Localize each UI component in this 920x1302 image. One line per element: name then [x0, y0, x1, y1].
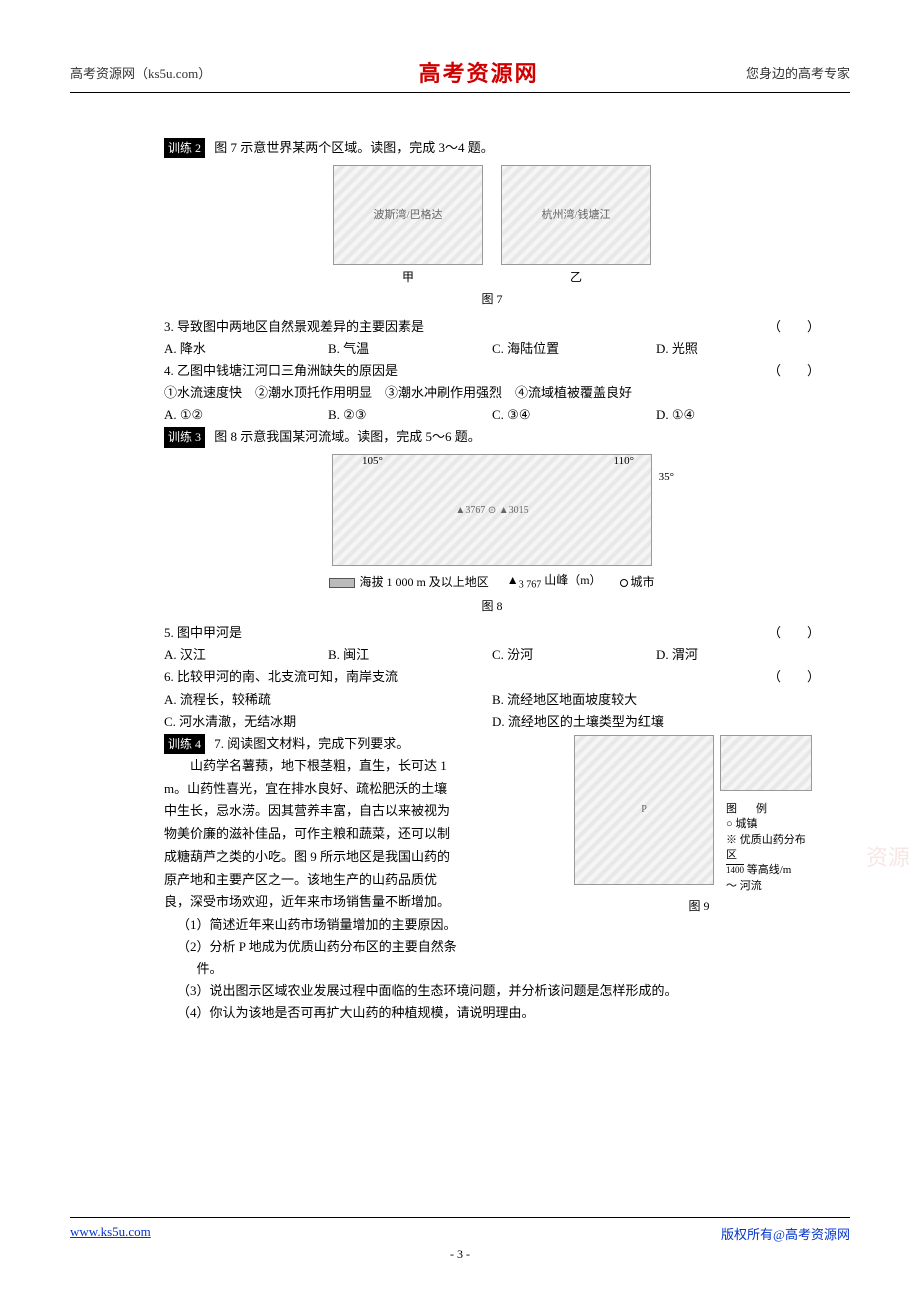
page: 高考资源网（ks5u.com） 高考资源网 您身边的高考专家 训练 2 图 7 … — [0, 0, 920, 1302]
footer-copyright: 版权所有@高考资源网 — [721, 1224, 850, 1243]
answer-blank: （ ） — [768, 666, 820, 688]
question-6-options-row2: C. 河水清澈，无结冰期 D. 流经地区的土壤类型为红壤 — [164, 711, 820, 733]
option-b: B. 流经地区地面坡度较大 — [492, 689, 820, 711]
header-right: 您身边的高考专家 — [746, 63, 850, 82]
peak-label: 3015 — [509, 505, 529, 516]
map-label: 波斯湾/巴格达 — [373, 206, 442, 225]
figure-8: 105° 110° 35° ▲3767 ⊙ ▲3015 海拔 1 000 m 及… — [164, 454, 820, 616]
legend-title: 图 例 — [726, 802, 812, 817]
option-d: D. ①④ — [656, 404, 820, 426]
map-icon: 波斯湾/巴格达 — [333, 165, 483, 265]
longitude-label: 105° — [362, 452, 383, 471]
page-header: 高考资源网（ks5u.com） 高考资源网 您身边的高考专家 — [70, 56, 850, 93]
map-icon: 杭州湾/钱塘江 — [501, 165, 651, 265]
exercise-2: 训练 2 图 7 示意世界某两个区域。读图，完成 3～4 题。 波斯湾/巴格达 … — [164, 137, 820, 426]
legend-item: 城镇 — [735, 818, 757, 830]
figure-7-right: 杭州湾/钱塘江 乙 — [501, 165, 651, 287]
figure-7-left: 波斯湾/巴格达 甲 — [333, 165, 483, 287]
option-b: B. 闽江 — [328, 644, 492, 666]
yam-photo-icon — [720, 735, 812, 791]
legend-item: 山峰（m） — [544, 573, 601, 587]
exercise-tag: 训练 3 — [164, 427, 205, 447]
option-b: B. 气温 — [328, 338, 492, 360]
question-stem: 3. 导致图中两地区自然景观差异的主要因素是 — [164, 319, 424, 334]
option-a: A. 流程长，较稀疏 — [164, 689, 492, 711]
option-a: A. 汉江 — [164, 644, 328, 666]
page-footer: www.ks5u.com 版权所有@高考资源网 - 3 - — [70, 1217, 850, 1262]
figure-sublabel: 乙 — [501, 267, 651, 287]
option-d: D. 渭河 — [656, 644, 820, 666]
option-b: B. ②③ — [328, 404, 492, 426]
option-d: D. 光照 — [656, 338, 820, 360]
latitude-label: 35° — [659, 468, 674, 487]
footer-url[interactable]: www.ks5u.com — [70, 1224, 151, 1240]
subquestion-4: （4）你认为该地是否可再扩大山药的种植规模，请说明理由。 — [177, 1002, 820, 1024]
content-body: 训练 2 图 7 示意世界某两个区域。读图，完成 3～4 题。 波斯湾/巴格达 … — [70, 113, 850, 1025]
figure-8-legend: 海拔 1 000 m 及以上地区 ▲3 767 山峰（m） 城市 — [164, 570, 820, 593]
legend-item: 等高线/m — [747, 864, 792, 876]
question-stem: 6. 比较甲河的南、北支流可知，南岸支流 — [164, 669, 398, 684]
question-6: 6. 比较甲河的南、北支流可知，南岸支流 （ ） — [164, 666, 820, 688]
legend-num: 3 767 — [519, 580, 542, 591]
question-stem: 5. 图中甲河是 — [164, 625, 242, 640]
map-label: 杭州湾/钱塘江 — [541, 206, 610, 225]
legend-num: 1400 — [726, 865, 744, 875]
exercise-paragraph: 山药学名薯蓣，地下根茎粗，直生，长可达 1 m。山药性喜光，宜在排水良好、疏松肥… — [164, 755, 454, 914]
legend-item: 河流 — [740, 880, 762, 892]
figure-7: 波斯湾/巴格达 甲 杭州湾/钱塘江 乙 图 7 — [164, 165, 820, 310]
figure-caption: 图 8 — [164, 596, 820, 616]
question-6-options-row1: A. 流程长，较稀疏 B. 流经地区地面坡度较大 — [164, 689, 820, 711]
option-c: C. ③④ — [492, 404, 656, 426]
river-basin-map-icon: ▲3767 ⊙ ▲3015 — [332, 454, 652, 566]
question-4-options: A. ①② B. ②③ C. ③④ D. ①④ — [164, 404, 820, 426]
question-5-options: A. 汉江 B. 闽江 C. 汾河 D. 渭河 — [164, 644, 820, 666]
legend-item: 海拔 1 000 m 及以上地区 — [359, 575, 488, 589]
option-a: A. ①② — [164, 404, 328, 426]
header-center-logo: 高考资源网 — [419, 56, 539, 88]
longitude-label: 110° — [614, 452, 635, 471]
option-a: A. 降水 — [164, 338, 328, 360]
answer-blank: （ ） — [768, 316, 820, 338]
exercise-tag: 训练 4 — [164, 734, 205, 754]
figure-sublabel: 甲 — [333, 267, 483, 287]
answer-blank: （ ） — [768, 622, 820, 644]
question-stem: 4. 乙图中钱塘江河口三角洲缺失的原因是 — [164, 363, 398, 378]
exercise-intro: 图 8 示意我国某河流域。读图，完成 5～6 题。 — [214, 429, 481, 444]
subquestion-2: （2）分析 P 地成为优质山药分布区的主要自然条件。 — [177, 936, 477, 980]
option-d: D. 流经地区的土壤类型为红壤 — [492, 711, 820, 733]
option-c: C. 海陆位置 — [492, 338, 656, 360]
question-5: 5. 图中甲河是 （ ） — [164, 622, 820, 644]
figure-caption: 图 9 — [574, 896, 824, 916]
question-4-statements: ①水流速度快 ②潮水顶托作用明显 ③潮水冲刷作用强烈 ④流域植被覆盖良好 — [164, 382, 820, 404]
exercise-tag: 训练 2 — [164, 138, 205, 158]
header-left: 高考资源网（ks5u.com） — [70, 63, 211, 82]
watermark: 资源 — [866, 840, 910, 872]
legend-item: 优质山药分布区 — [726, 834, 806, 861]
peak-label: 3767 — [465, 505, 485, 516]
figure-9-group: P 图 例 ○ 城镇 ※ 优质山药分布区 1400 等高线/m 〜 河流 图 9 — [574, 735, 824, 917]
subquestion-3: （3）说出图示区域农业发展过程中面临的生态环境问题，并分析该问题是怎样形成的。 — [177, 980, 820, 1002]
question-3: 3. 导致图中两地区自然景观差异的主要因素是 （ ） — [164, 316, 820, 338]
figure-caption: 图 7 — [164, 289, 820, 309]
figure-9-legend: 图 例 ○ 城镇 ※ 优质山药分布区 1400 等高线/m 〜 河流 — [720, 802, 812, 894]
answer-blank: （ ） — [768, 360, 820, 382]
option-c: C. 汾河 — [492, 644, 656, 666]
exercise-4: 训练 4 7. 阅读图文材料，完成下列要求。 P 图 例 ○ 城镇 ※ 优质山药… — [164, 733, 820, 1025]
exercise-intro: 图 7 示意世界某两个区域。读图，完成 3～4 题。 — [214, 140, 494, 155]
subquestion-1: （1）简述近年来山药市场销量增加的主要原因。 — [177, 914, 477, 936]
option-c: C. 河水清澈，无结冰期 — [164, 711, 492, 733]
question-3-options: A. 降水 B. 气温 C. 海陆位置 D. 光照 — [164, 338, 820, 360]
exercise-3: 训练 3 图 8 示意我国某河流域。读图，完成 5～6 题。 105° 110°… — [164, 426, 820, 732]
contour-map-icon: P — [574, 735, 714, 885]
question-4: 4. 乙图中钱塘江河口三角洲缺失的原因是 （ ） — [164, 360, 820, 382]
question-number: 7. 阅读图文材料，完成下列要求。 — [214, 736, 409, 751]
legend-item: 城市 — [631, 575, 655, 589]
footer-page-number: - 3 - — [70, 1247, 850, 1262]
